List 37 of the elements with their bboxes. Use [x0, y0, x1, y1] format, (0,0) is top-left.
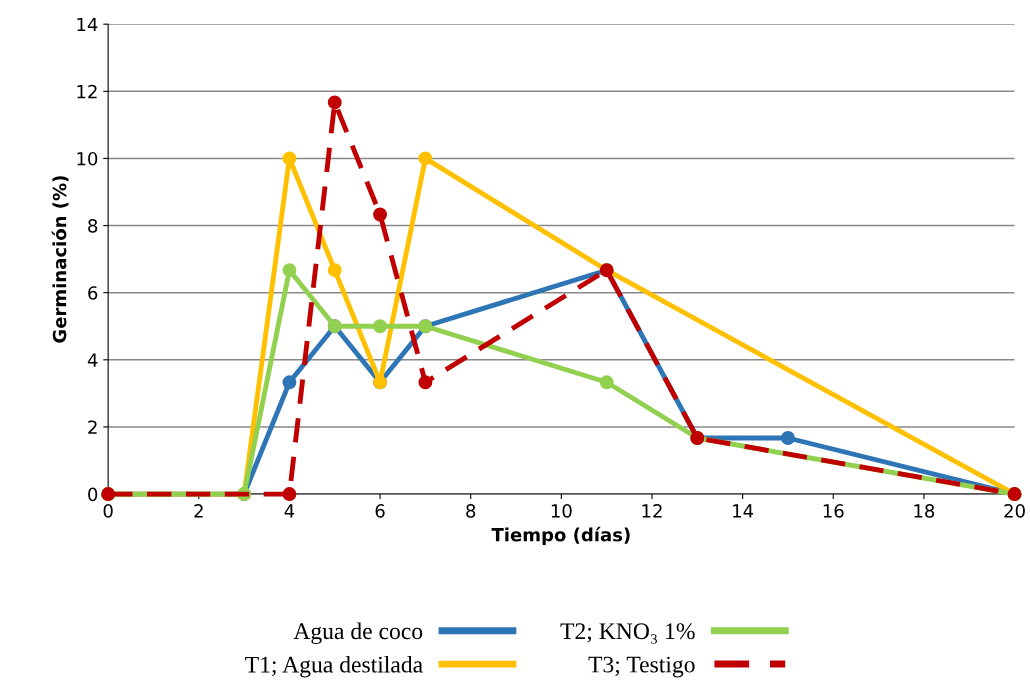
- y-tick-label: 2: [88, 420, 97, 434]
- point: [282, 375, 297, 390]
- point: [781, 431, 795, 445]
- legend-label: T3; Testigo: [588, 656, 695, 678]
- point: [418, 375, 433, 390]
- point: [327, 95, 342, 110]
- point: [282, 487, 297, 502]
- y-tick-label: 8: [88, 219, 98, 233]
- y-tick-label: 14: [77, 17, 98, 32]
- y-tick-label: 6: [88, 286, 98, 300]
- x-tick-label: 8: [466, 504, 476, 518]
- x-tick-label: 20: [1004, 504, 1025, 518]
- point: [327, 263, 342, 278]
- y-axis-title: Germinación (%): [51, 176, 69, 343]
- x-tick-label: 10: [551, 504, 572, 518]
- x-tick-label: 12: [642, 504, 662, 518]
- point: [282, 263, 297, 278]
- legend-label: Agua de coco: [293, 622, 423, 645]
- legend-label: T1; Agua destilada: [245, 655, 423, 678]
- x-tick-label: 14: [733, 504, 754, 518]
- point: [373, 319, 388, 334]
- x-axis-title: Tiempo (días): [491, 526, 630, 546]
- x-tick-label: 16: [823, 504, 844, 518]
- point: [599, 375, 614, 390]
- x-tick-label: 2: [194, 504, 203, 518]
- x-tick-label: 6: [375, 504, 385, 518]
- y-tick-label: 0: [88, 487, 98, 502]
- x-tick-label: 4: [284, 504, 295, 518]
- point: [282, 151, 297, 166]
- x-tick-label: 0: [103, 504, 113, 518]
- y-tick-label: 4: [87, 353, 98, 367]
- point: [418, 151, 433, 166]
- legend-label: T2; KNO₃ 1%: [560, 623, 695, 644]
- point: [373, 207, 388, 222]
- x-tick-label: 18: [914, 504, 935, 518]
- y-tick-label: 10: [77, 151, 98, 166]
- y-tick-label: 12: [77, 84, 97, 99]
